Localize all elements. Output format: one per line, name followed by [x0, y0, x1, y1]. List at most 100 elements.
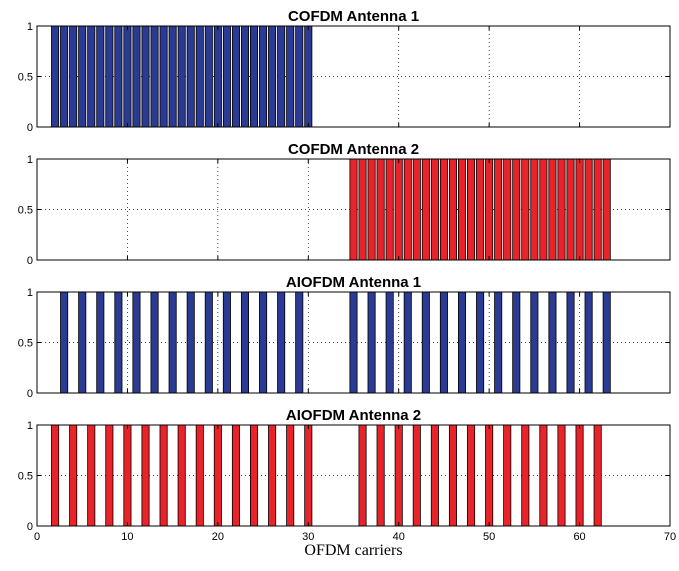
subplot-title: COFDM Antenna 1: [288, 8, 419, 25]
bar: [277, 25, 286, 128]
bar: [530, 158, 539, 261]
bar: [394, 424, 403, 527]
bar: [51, 25, 60, 128]
bar: [304, 424, 313, 527]
y-tick-label: 0: [27, 255, 33, 267]
bar: [286, 424, 295, 527]
bar: [494, 291, 503, 394]
bar: [277, 291, 286, 394]
bar: [168, 291, 177, 394]
y-tick-label: 0.5: [18, 205, 33, 217]
bar: [231, 25, 240, 128]
subplot-title: COFDM Antenna 2: [288, 141, 419, 158]
bar: [96, 291, 105, 394]
bar: [457, 158, 467, 261]
bar: [575, 424, 584, 527]
bar: [304, 25, 313, 128]
bar: [457, 291, 467, 394]
bar: [385, 291, 394, 394]
bar: [421, 158, 430, 261]
bar: [593, 158, 602, 261]
bar: [566, 158, 575, 261]
bar: [557, 424, 566, 527]
x-tick-label: 10: [121, 531, 133, 543]
bar: [195, 25, 204, 128]
bar: [159, 25, 168, 128]
y-tick-label: 1: [27, 287, 33, 299]
bar: [521, 424, 530, 527]
subplot-3: 0 0.5 1 AIOFDM Antenna 1: [18, 274, 671, 400]
bar: [286, 25, 295, 128]
subplot-title: AIOFDM Antenna 2: [286, 407, 421, 424]
bar: [123, 424, 132, 527]
bar: [78, 291, 87, 394]
bar: [584, 158, 593, 261]
bar: [213, 424, 222, 527]
bar: [539, 424, 548, 527]
bar: [394, 158, 403, 261]
bar: [123, 25, 132, 128]
bar: [259, 291, 268, 394]
bar: [503, 158, 512, 261]
bar: [448, 424, 457, 527]
bar: [268, 25, 277, 128]
bar: [512, 158, 521, 261]
bar: [530, 291, 539, 394]
bar: [60, 25, 69, 128]
bar: [584, 291, 593, 394]
bar: [105, 424, 114, 527]
bar: [385, 158, 394, 261]
bar: [485, 424, 494, 527]
bar: [268, 424, 277, 527]
bar: [141, 25, 150, 128]
x-tick-label: 50: [483, 531, 495, 543]
bar: [204, 291, 213, 394]
bar: [430, 158, 439, 261]
subplot-title: AIOFDM Antenna 1: [286, 274, 421, 291]
bar: [403, 158, 412, 261]
bar: [476, 291, 485, 394]
bar: [150, 25, 159, 128]
bar: [521, 158, 530, 261]
x-tick-label: 30: [302, 531, 314, 543]
bar: [467, 158, 476, 261]
bar: [105, 25, 114, 128]
bar: [575, 158, 584, 261]
y-tick-label: 0: [27, 521, 33, 533]
bar: [213, 25, 222, 128]
bar: [96, 25, 105, 128]
y-tick-label: 1: [27, 420, 33, 432]
y-tick-label: 0: [27, 122, 33, 134]
bar: [78, 25, 87, 128]
bar: [186, 25, 195, 128]
bar: [240, 25, 250, 128]
bar: [295, 25, 304, 128]
bar: [548, 158, 557, 261]
bar: [349, 291, 358, 394]
x-tick-label: 60: [573, 531, 585, 543]
subplot-1: 0 0.5 1 COFDM Antenna 1: [18, 8, 671, 134]
bar: [602, 291, 611, 394]
x-tick-label: 70: [664, 531, 676, 543]
bar: [114, 291, 123, 394]
subplot-2: 0 0.5 1 COFDM Antenna 2: [18, 141, 671, 267]
bar: [132, 25, 141, 128]
bar: [467, 424, 476, 527]
bar: [448, 158, 457, 261]
bar: [548, 291, 557, 394]
bar: [430, 424, 439, 527]
bar: [168, 25, 177, 128]
y-tick-label: 0.5: [18, 72, 33, 84]
x-tick-label: 40: [393, 531, 405, 543]
bar: [403, 291, 412, 394]
bar: [177, 25, 186, 128]
bar: [358, 424, 367, 527]
x-axis-label: OFDM carriers: [304, 542, 402, 559]
bar: [295, 291, 304, 394]
bar: [87, 25, 96, 128]
bar: [222, 25, 231, 128]
bar: [69, 424, 78, 527]
x-tick-label: 20: [212, 531, 224, 543]
